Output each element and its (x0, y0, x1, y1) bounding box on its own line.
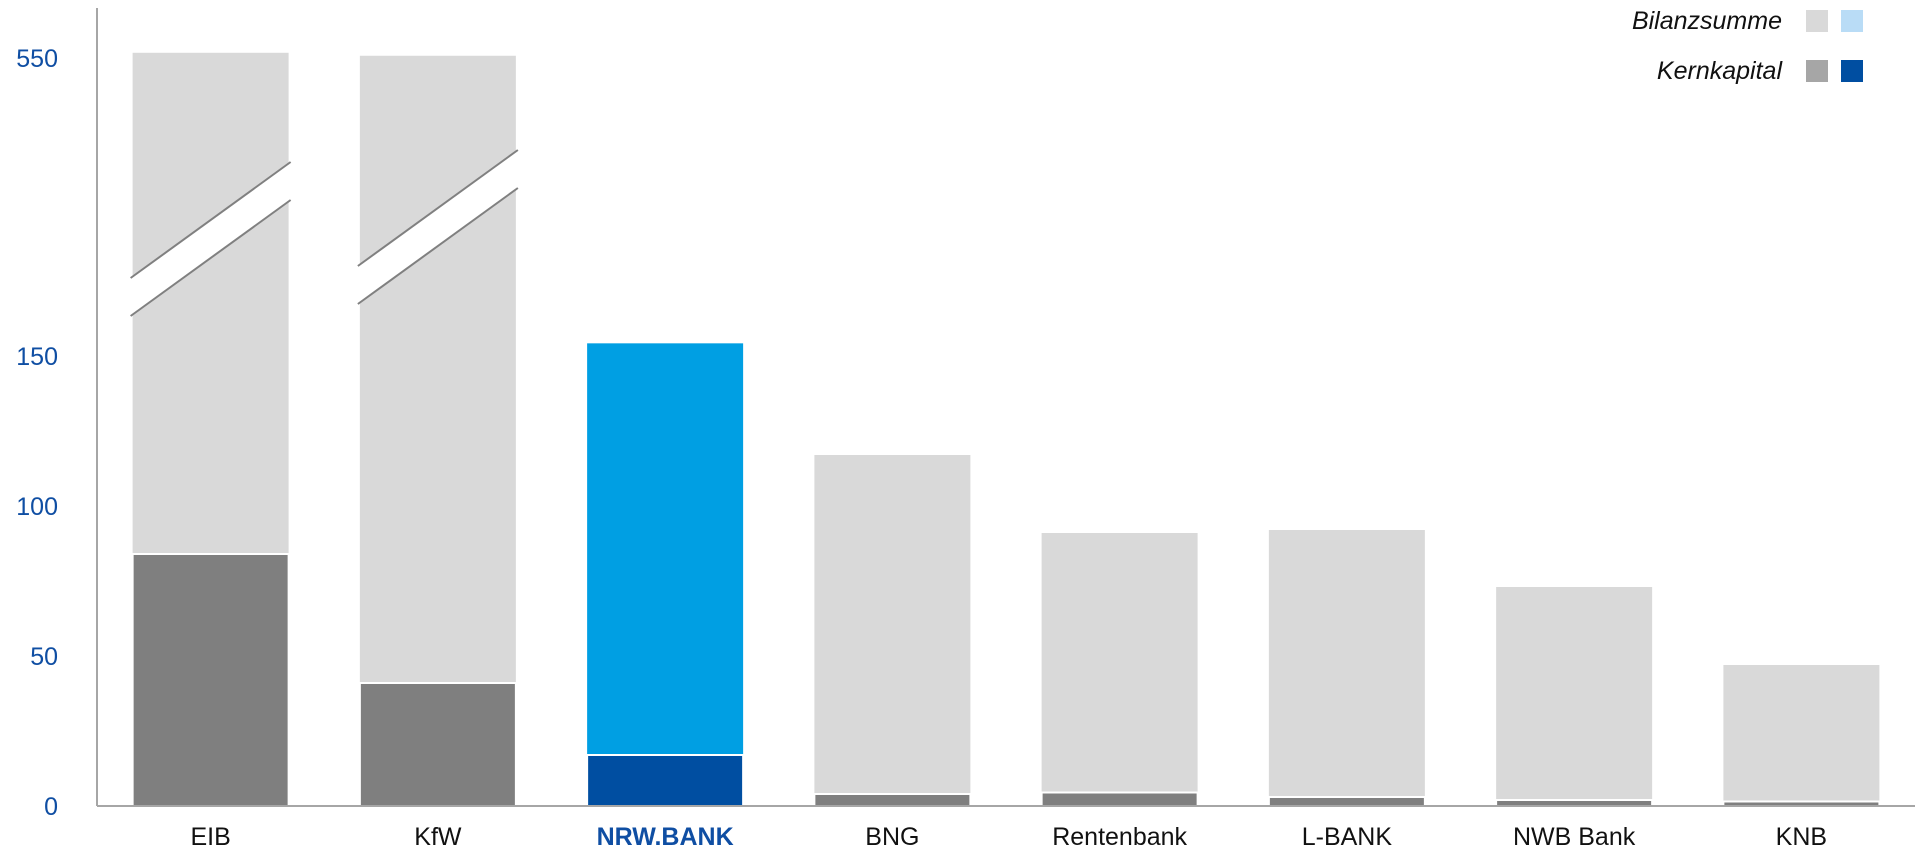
legend-label-kernkapital: Kernkapital (1657, 57, 1784, 85)
x-tick-labels: EIB KfW NRW.BANK BNG Rentenbank L-BANK NWB Ban… (190, 823, 1827, 849)
x-tick-label-kfw: KfW (414, 823, 462, 849)
bar-bilanzsumme-nwb-bank (1496, 587, 1653, 806)
axis-break-line (130, 199, 292, 317)
bar-kernkapital-rentenbank (1040, 791, 1199, 807)
legend-swatch-bilanz-highlight (1841, 10, 1863, 32)
bar-kernkapital-bng (813, 793, 972, 807)
y-tick-label-50: 50 (30, 643, 58, 671)
x-tick-label-l-bank: L-BANK (1302, 823, 1393, 849)
axis-break-line (357, 187, 519, 305)
x-tick-label-rentenbank: Rentenbank (1052, 823, 1187, 849)
y-tick-labels: 0 50 100 150 550 (16, 45, 58, 821)
x-tick-label-eib: EIB (190, 823, 230, 849)
legend-swatch-kern-highlight (1841, 60, 1863, 82)
bar-bilanzsumme-knb (1723, 665, 1880, 806)
axis-break-line (357, 149, 519, 267)
bar-kernkapital-l-bank (1267, 796, 1426, 807)
y-tick-label-0: 0 (44, 793, 58, 821)
x-tick-label-nwb-bank: NWB Bank (1513, 823, 1636, 849)
axis-break-markers (130, 149, 519, 317)
x-tick-label-knb: KNB (1776, 823, 1827, 849)
x-tick-label-nrw-bank: NRW.BANK (597, 823, 734, 849)
y-tick-label-150: 150 (16, 343, 58, 371)
legend-swatch-kern-other (1806, 60, 1828, 82)
bar-bilanzsumme-rentenbank (1041, 533, 1198, 806)
bar-bilanzsumme-nrw-bank (587, 343, 744, 806)
axis-break-gap (130, 162, 291, 316)
bar-kernkapital-kfw (358, 682, 517, 807)
bar-kernkapital-eib (131, 553, 290, 807)
legend: Bilanzsumme Kernkapital (1632, 7, 1863, 85)
legend-swatch-bilanz-other (1806, 10, 1828, 32)
y-tick-label-100: 100 (16, 493, 58, 521)
legend-label-bilanzsumme: Bilanzsumme (1632, 7, 1782, 35)
bar-bilanzsumme-bng (814, 455, 971, 806)
x-tick-label-bng: BNG (865, 823, 919, 849)
axes (96, 8, 1915, 807)
y-tick-label-550: 550 (16, 45, 58, 73)
axis-break-line (130, 161, 292, 279)
axis-break-gap (357, 150, 518, 304)
bar-bilanzsumme-l-bank (1268, 530, 1425, 806)
bars-layer (131, 52, 1881, 807)
bar-kernkapital-nrw-bank (586, 754, 745, 807)
